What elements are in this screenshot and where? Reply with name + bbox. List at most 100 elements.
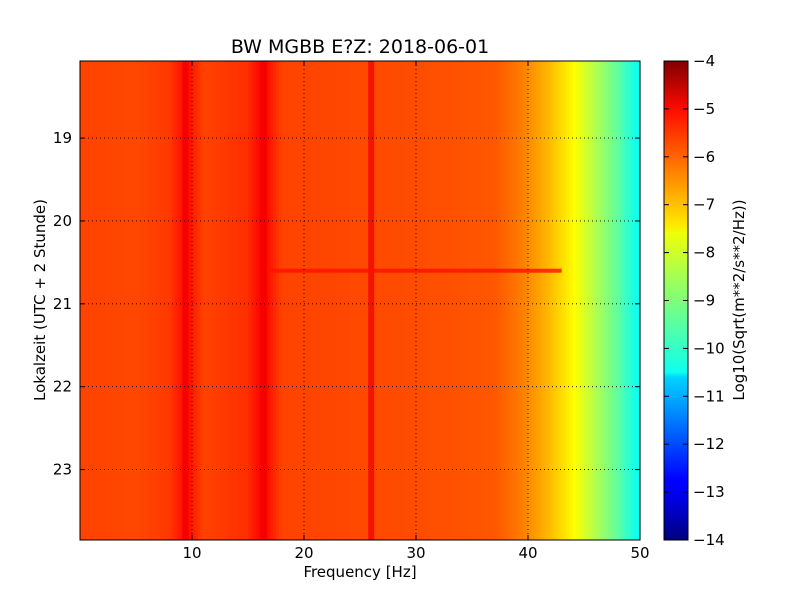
heatmap-column: [197, 61, 201, 540]
x-tick-label: 20: [294, 544, 313, 562]
heatmap-column: [130, 61, 134, 540]
heatmap-column: [96, 61, 101, 540]
heatmap-column: [424, 61, 428, 540]
heatmap-column: [332, 61, 336, 540]
heatmap-column: [446, 61, 451, 540]
heatmap-column: [547, 61, 551, 540]
chart-title: BW MGBB E?Z: 2018-06-01: [231, 36, 489, 58]
colorbar-axis: −4 −5 −6 −7 −8 −9 −10 −11 −12 −13 −14: [664, 52, 725, 549]
y-axis: 19 20 21 22 23: [53, 129, 640, 479]
heatmap-column: [214, 61, 218, 540]
colorbar-tick-label: −14: [693, 531, 725, 549]
colorbar-tick-label: −9: [693, 292, 715, 310]
heatmap-column: [136, 61, 140, 540]
heatmap-column: [637, 61, 641, 540]
heatmap-image: [80, 61, 641, 540]
heatmap-column: [315, 61, 319, 540]
heatmap-column: [304, 61, 308, 540]
heatmap-column: [158, 61, 162, 540]
heatmap-column: [500, 61, 504, 540]
heatmap-column: [595, 61, 599, 540]
heatmap-column: [407, 61, 411, 540]
heatmap-column: [519, 61, 523, 540]
heatmap-column: [575, 61, 579, 540]
heatmap-column: [242, 61, 246, 540]
heatmap-column: [351, 61, 355, 540]
heatmap-column: [175, 61, 179, 540]
heatmap-column: [553, 61, 557, 540]
heatmap-column: [544, 61, 549, 540]
heatmap-column: [124, 61, 129, 540]
heatmap-column: [396, 61, 400, 540]
heatmap-column: [418, 61, 423, 540]
heatmap-column: [122, 61, 126, 540]
heatmap-column: [276, 61, 280, 540]
heatmap-column: [306, 61, 311, 540]
colorbar-tick-label: −13: [693, 483, 725, 501]
heatmap-column: [435, 61, 439, 540]
heatmap-column: [144, 61, 148, 540]
heatmap-column: [455, 61, 459, 540]
broadband-event: [270, 268, 562, 273]
heatmap-column: [477, 61, 481, 540]
heatmap-column: [284, 61, 288, 540]
heatmap-column: [360, 61, 364, 540]
heatmap-column: [298, 61, 302, 540]
heatmap-column: [138, 61, 143, 540]
heatmap-column: [539, 61, 543, 540]
heatmap-column: [164, 61, 168, 540]
heatmap-column: [222, 61, 227, 540]
heatmap-column: [511, 61, 515, 540]
heatmap-column: [634, 61, 638, 540]
heatmap-column: [556, 61, 560, 540]
heatmap-column: [239, 61, 243, 540]
heatmap-column: [494, 61, 498, 540]
heatmap-column: [472, 61, 476, 540]
heatmap-column: [393, 61, 397, 540]
heatmap-column: [270, 61, 274, 540]
heatmap-column: [287, 61, 291, 540]
heatmap-column: [85, 61, 89, 540]
heatmap-column: [169, 61, 173, 540]
heatmap-column: [606, 61, 610, 540]
x-axis-label: Frequency [Hz]: [303, 563, 416, 581]
heatmap-column: [194, 61, 199, 540]
heatmap-column: [278, 61, 283, 540]
heatmap-column: [488, 61, 493, 540]
heatmap-column: [522, 61, 526, 540]
heatmap-column: [312, 61, 316, 540]
heatmap-column: [133, 61, 137, 540]
heatmap-column: [82, 61, 87, 540]
heatmap-column: [404, 61, 409, 540]
heatmap-column: [609, 61, 613, 540]
heatmap-column: [150, 61, 154, 540]
heatmap-column: [421, 61, 425, 540]
colorbar-tick-label: −12: [693, 435, 725, 453]
heatmap-column: [295, 61, 299, 540]
heatmap-column: [340, 61, 344, 540]
heatmap-column: [388, 61, 392, 540]
heatmap-column: [250, 61, 255, 540]
heatmap-column: [413, 61, 417, 540]
heatmap-column: [589, 61, 593, 540]
heatmap-column: [570, 61, 574, 540]
heatmap-column: [267, 61, 271, 540]
heatmap-column: [427, 61, 431, 540]
heatmap-column: [525, 61, 529, 540]
heatmap-column: [460, 61, 465, 540]
grid-lines: [80, 61, 640, 540]
heatmap-column: [550, 61, 554, 540]
heatmap-column: [320, 61, 325, 540]
colorbar-tick-label: −10: [693, 339, 725, 357]
heatmap-column: [376, 61, 381, 540]
y-axis-label: Lokalzeit (UTC + 2 Stunde): [31, 199, 49, 401]
heatmap-column: [337, 61, 341, 540]
heatmap-column: [152, 61, 157, 540]
heatmap-column: [558, 61, 563, 540]
x-tick-label: 50: [630, 544, 649, 562]
heatmap-column: [379, 61, 383, 540]
heatmap-column: [390, 61, 395, 540]
heatmap-column: [617, 61, 621, 540]
heatmap-column: [626, 61, 630, 540]
heatmap-column: [348, 61, 353, 540]
